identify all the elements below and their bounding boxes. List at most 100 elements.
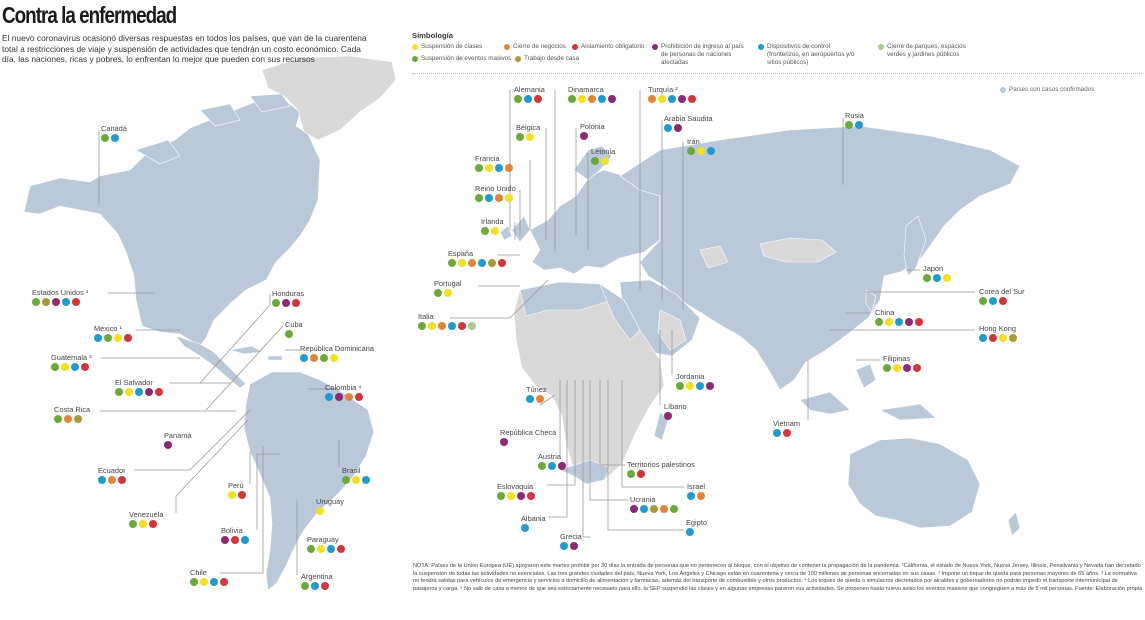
country-label: Turquía ²: [648, 85, 678, 94]
blue-dot-icon: [485, 194, 493, 202]
purple-dot-icon: [664, 412, 672, 420]
blue-dot-icon: [521, 524, 529, 532]
blue-dot-icon: [707, 147, 715, 155]
country-label: Panamá: [164, 431, 192, 440]
country-label: Portugal: [434, 279, 462, 288]
purple-dot-icon: [164, 441, 172, 449]
country-measures: [979, 334, 1017, 342]
purple-dot-icon: [335, 393, 343, 401]
purple-dot-icon: [674, 124, 682, 132]
green-dot-icon: [190, 578, 198, 586]
country-label: Austria: [538, 452, 562, 461]
yellow-dot-icon: [505, 194, 513, 202]
country-measures: [687, 492, 705, 500]
country-label: Uruguay: [316, 497, 344, 506]
country-measures: [418, 322, 476, 330]
yellow-dot-icon: [317, 545, 325, 553]
purple-dot-icon: [580, 132, 588, 140]
green-dot-icon: [418, 322, 426, 330]
country-label: Francia: [475, 154, 500, 163]
country-label: China: [875, 308, 895, 317]
country-label: Ecuador: [98, 466, 126, 475]
country-label: Líbano: [664, 402, 687, 411]
green-dot-icon: [412, 56, 418, 62]
blue-dot-icon: [696, 382, 704, 390]
red-dot-icon: [72, 298, 80, 306]
country-label: Perú: [228, 481, 244, 490]
yellow-dot-icon: [125, 388, 133, 396]
country-measures: [591, 157, 609, 165]
country-label: Filipinas: [883, 354, 911, 363]
red-dot-icon: [498, 259, 506, 267]
purple-dot-icon: [678, 95, 686, 103]
country-measures: [98, 476, 126, 484]
blue-dot-icon: [300, 354, 308, 362]
yellow-dot-icon: [507, 492, 515, 500]
country-label: Bolivia: [221, 526, 243, 535]
confirmed-cases-key: Países con casos confirmados: [1000, 86, 1094, 93]
green-dot-icon: [875, 318, 883, 326]
blue-dot-icon: [548, 462, 556, 470]
country-label: Honduras: [272, 289, 305, 298]
red-dot-icon: [534, 95, 542, 103]
orange-dot-icon: [438, 322, 446, 330]
country-measures: [845, 121, 863, 129]
blue-dot-icon: [598, 95, 606, 103]
purple-dot-icon: [145, 388, 153, 396]
country-label: Guatemala ³: [51, 353, 92, 362]
purple-dot-icon: [608, 95, 616, 103]
country-measures: [301, 582, 329, 590]
red-dot-icon: [458, 322, 466, 330]
red-dot-icon: [220, 578, 228, 586]
country-label: Brasil: [342, 466, 361, 475]
orange-dot-icon: [536, 395, 544, 403]
yellow-dot-icon: [601, 157, 609, 165]
orange-dot-icon: [495, 194, 503, 202]
red-dot-icon: [355, 393, 363, 401]
country-measures: [923, 274, 951, 282]
yellow-dot-icon: [943, 274, 951, 282]
country-label: Venezuela: [129, 510, 164, 519]
blue-dot-icon: [98, 476, 106, 484]
blue-dot-icon: [111, 134, 119, 142]
blue-dot-icon: [933, 274, 941, 282]
green-dot-icon: [883, 364, 891, 372]
green-dot-icon: [514, 95, 522, 103]
olive-dot-icon: [488, 259, 496, 267]
country-measures: [875, 318, 923, 326]
country-measures: [32, 298, 80, 306]
blue-dot-icon: [94, 334, 102, 342]
country-measures: [664, 124, 682, 132]
country-measures: [676, 382, 714, 390]
blue-dot-icon: [686, 528, 694, 536]
blue-dot-icon: [241, 536, 249, 544]
red-dot-icon: [292, 299, 300, 307]
country-measures: [129, 520, 157, 528]
blue-dot-icon: [773, 429, 781, 437]
intro-text: El nuevo coronavirus ocasionó diversas r…: [2, 33, 367, 64]
country-measures: [101, 134, 119, 142]
country-label: Rusia: [845, 111, 864, 120]
country-label: República Dominicana: [300, 344, 374, 353]
country-measures: [648, 95, 696, 103]
legend-item-eventos-masivos: Suspensión de eventos masivos: [412, 55, 511, 63]
purple-dot-icon: [221, 536, 229, 544]
country-label: Territorios palestinos: [627, 460, 695, 469]
green-dot-icon: [627, 470, 635, 478]
country-label: Argentina: [301, 572, 333, 581]
red-dot-icon: [913, 364, 921, 372]
purple-dot-icon: [570, 542, 578, 550]
purple-dot-icon: [652, 44, 658, 50]
blue-dot-icon: [311, 582, 319, 590]
blue-dot-icon: [62, 298, 70, 306]
country-measures: [316, 507, 324, 515]
green-dot-icon: [51, 363, 59, 371]
orange-dot-icon: [310, 354, 318, 362]
green-dot-icon: [307, 545, 315, 553]
country-measures: [272, 299, 300, 307]
legend-item-dispositivos-control: Dispositivos de control (fronterizos, en…: [758, 43, 858, 67]
green-dot-icon: [129, 520, 137, 528]
blue-dot-icon: [560, 542, 568, 550]
australia: [847, 437, 981, 529]
